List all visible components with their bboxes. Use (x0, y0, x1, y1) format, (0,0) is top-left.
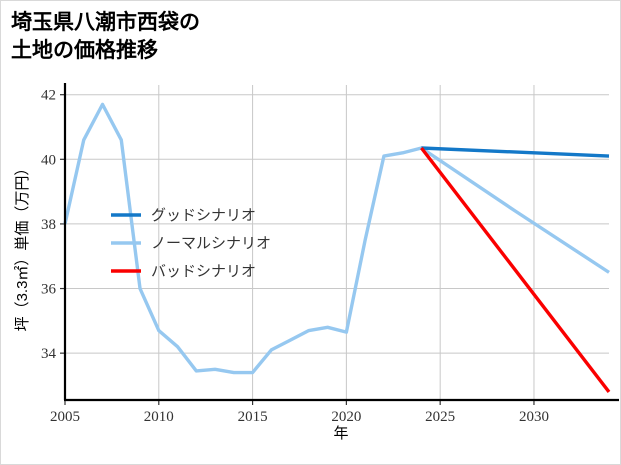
y-tick-label: 36 (41, 282, 57, 298)
legend-label-0[interactable]: グッドシナリオ (151, 207, 256, 224)
series-line-バッドシナリオ (420, 146, 611, 393)
y-axis-label: 坪（3.3㎡）単価（万円） (14, 161, 31, 332)
y-tick-label: 38 (41, 217, 56, 233)
x-tick-label: 2005 (50, 409, 80, 425)
x-tick-label: 2015 (238, 409, 268, 425)
x-axis-label: 年 (333, 425, 348, 442)
gridlines (64, 85, 609, 400)
series-line-ノーマルシナリオ (63, 102, 610, 375)
y-tick-label: 42 (41, 88, 56, 104)
legend-label-2[interactable]: バッドシナリオ (151, 264, 256, 280)
y-tick-labels: 34 36 38 40 42 (41, 88, 57, 362)
x-tick-label: 2025 (425, 409, 455, 425)
x-tick-label: 2020 (331, 409, 361, 425)
series-line-グッドシナリオ (421, 146, 610, 158)
x-tick-labels: 2005 2010 2015 2020 2025 2030 (50, 409, 549, 425)
x-tick-label: 2030 (519, 409, 549, 425)
page-title: 埼玉県八潮市西袋の 土地の価格推移 (11, 11, 200, 62)
x-tick-label: 2010 (144, 409, 174, 425)
series-group (63, 102, 611, 393)
y-tick-label: 40 (41, 152, 56, 168)
y-tick-label: 34 (41, 346, 57, 362)
legend-label-1[interactable]: ノーマルシナリオ (151, 236, 271, 252)
